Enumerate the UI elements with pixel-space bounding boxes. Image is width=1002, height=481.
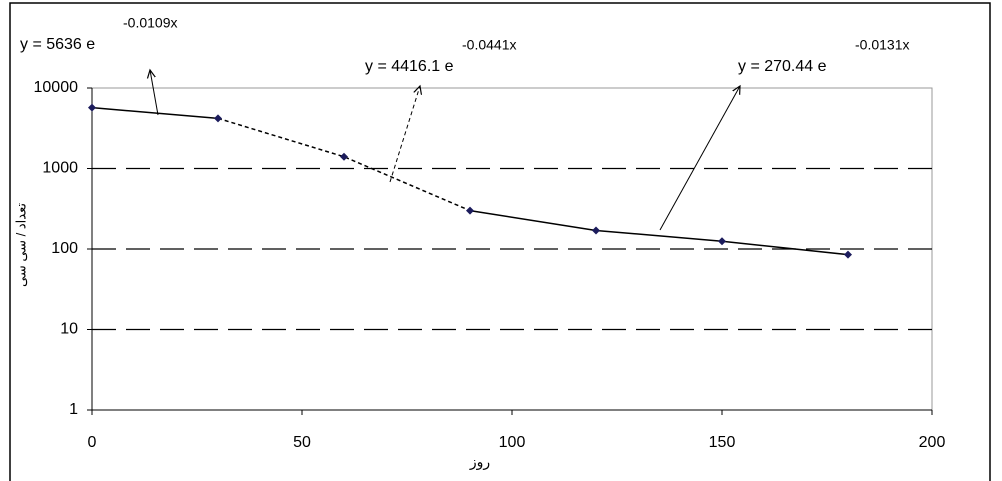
trendline bbox=[217, 117, 471, 212]
equation: y = 270.44 e bbox=[738, 58, 827, 75]
y-tick-label: 100 bbox=[51, 240, 78, 257]
data-point bbox=[466, 206, 474, 215]
annotation-arrow bbox=[659, 86, 740, 231]
x-tick-label: 0 bbox=[88, 434, 97, 451]
equation: y = 5636 e bbox=[20, 36, 95, 53]
x-axis-label: روز bbox=[469, 454, 490, 471]
annotation-arrow bbox=[389, 86, 420, 183]
data-point bbox=[340, 152, 348, 161]
y-tick-label: 10000 bbox=[34, 79, 79, 96]
x-tick-label: 150 bbox=[709, 434, 736, 451]
x-tick-label: 200 bbox=[919, 434, 946, 451]
data-point bbox=[214, 114, 222, 123]
x-tick-label: 100 bbox=[499, 434, 526, 451]
trendline bbox=[91, 106, 219, 120]
y-tick-label: 1000 bbox=[42, 160, 78, 177]
annotation-arrow bbox=[150, 70, 159, 116]
equation: y = 4416.1 e bbox=[365, 58, 454, 75]
data-point bbox=[844, 250, 852, 259]
y-axis-label: تعداد / سی سی bbox=[13, 203, 28, 287]
x-tick-label: 50 bbox=[293, 434, 311, 451]
y-tick-label: 10 bbox=[60, 321, 78, 338]
equation-exponent: -0.0131x bbox=[855, 37, 909, 53]
equation-exponent: -0.0441x bbox=[462, 37, 516, 53]
data-point bbox=[88, 103, 96, 112]
y-tick-label: 1 bbox=[69, 401, 78, 418]
equation-exponent: -0.0109x bbox=[123, 15, 177, 31]
data-point bbox=[718, 237, 726, 246]
frame bbox=[9, 2, 991, 481]
data-point bbox=[592, 226, 600, 235]
trendline bbox=[469, 209, 849, 256]
